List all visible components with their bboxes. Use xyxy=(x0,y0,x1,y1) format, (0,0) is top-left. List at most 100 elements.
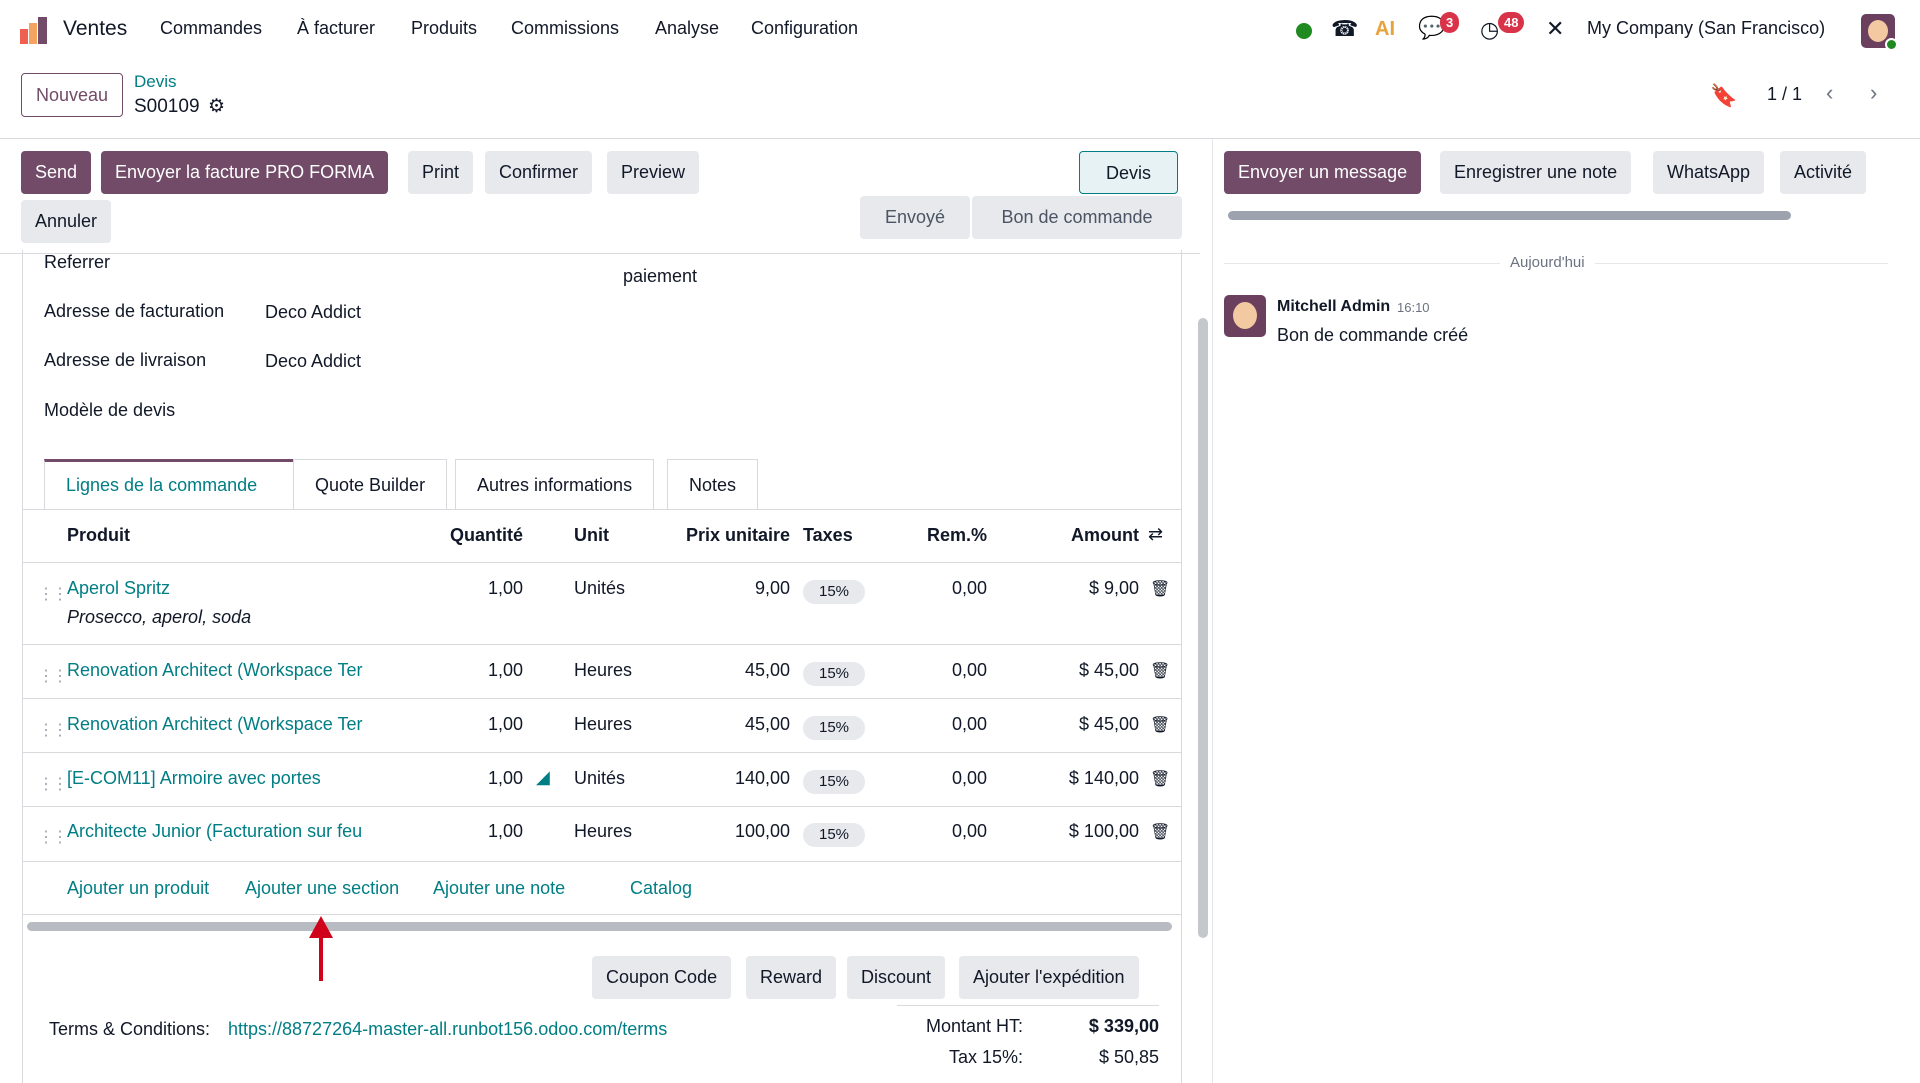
line-price[interactable]: 140,00 xyxy=(734,768,790,788)
preview-button[interactable]: Preview xyxy=(607,151,700,194)
drag-handle-icon[interactable]: ⋮⋮ xyxy=(38,777,68,793)
menu-analyse[interactable]: Analyse xyxy=(655,18,720,38)
gear-icon[interactable]: ⚙ xyxy=(208,96,226,117)
reward-button[interactable]: Reward xyxy=(746,956,837,999)
tax-badge[interactable]: 15% xyxy=(803,823,865,847)
author-avatar[interactable] xyxy=(1224,295,1266,337)
line-unit[interactable]: Unités xyxy=(574,578,626,598)
bookmark-icon[interactable]: 🔖 xyxy=(1710,83,1738,108)
add-shipping-button[interactable]: Ajouter l'expédition xyxy=(959,956,1139,999)
discount-button[interactable]: Discount xyxy=(847,956,946,999)
coupon-code-button[interactable]: Coupon Code xyxy=(592,956,732,999)
column-settings-icon[interactable]: ⇄ xyxy=(1148,524,1164,544)
menu-configuration[interactable]: Configuration xyxy=(751,18,859,38)
line-quantity[interactable]: 1,00 xyxy=(487,660,523,680)
status-devis[interactable]: Devis xyxy=(1079,151,1178,194)
new-button[interactable]: Nouveau xyxy=(21,73,124,117)
col-unit[interactable]: Unit xyxy=(574,525,609,545)
tab-notes[interactable]: Notes xyxy=(667,459,759,510)
line-unit[interactable]: Heures xyxy=(574,821,633,841)
confirm-button[interactable]: Confirmer xyxy=(485,151,593,194)
col-discount[interactable]: Rem.% xyxy=(926,525,987,545)
log-note-button[interactable]: Enregistrer une note xyxy=(1440,151,1632,194)
status-envoye[interactable]: Envoyé xyxy=(860,196,970,239)
add-product-link[interactable]: Ajouter un produit xyxy=(67,878,210,898)
line-discount[interactable]: 0,00 xyxy=(951,578,987,598)
send-button[interactable]: Send xyxy=(21,151,92,194)
print-button[interactable]: Print xyxy=(408,151,474,194)
drag-handle-icon[interactable]: ⋮⋮ xyxy=(38,723,68,739)
add-section-link[interactable]: Ajouter une section xyxy=(245,878,400,898)
line-discount[interactable]: 0,00 xyxy=(951,768,987,788)
status-bon-de-commande[interactable]: Bon de commande xyxy=(972,196,1182,239)
drag-handle-icon[interactable]: ⋮⋮ xyxy=(38,830,68,846)
chevron-left-icon[interactable]: ‹ xyxy=(1826,80,1834,105)
tax-badge[interactable]: 15% xyxy=(803,716,865,740)
message-author[interactable]: Mitchell Admin xyxy=(1277,298,1391,315)
tax-badge[interactable]: 15% xyxy=(803,580,865,604)
line-product[interactable]: Aperol Spritz xyxy=(67,578,171,598)
trash-icon[interactable]: 🗑 xyxy=(1150,581,1171,598)
field-invoice-address[interactable]: Deco Addict xyxy=(265,302,362,322)
menu-commandes[interactable]: Commandes xyxy=(160,18,263,38)
horizontal-scrollbar[interactable] xyxy=(27,922,1172,931)
line-quantity[interactable]: 1,00 xyxy=(487,714,523,734)
tab-quote-builder[interactable]: Quote Builder xyxy=(293,459,448,510)
app-name[interactable]: Ventes xyxy=(63,17,128,40)
company-switcher[interactable]: My Company (San Francisco) xyxy=(1587,18,1826,38)
add-note-link[interactable]: Ajouter une note xyxy=(433,878,566,898)
chatter-scrollbar[interactable] xyxy=(1228,211,1791,220)
chevron-right-icon[interactable]: › xyxy=(1870,80,1878,105)
line-price[interactable]: 9,00 xyxy=(754,578,790,598)
col-product[interactable]: Produit xyxy=(67,525,130,545)
activity-button[interactable]: Activité xyxy=(1780,151,1867,194)
line-discount[interactable]: 0,00 xyxy=(951,821,987,841)
line-product[interactable]: [E-COM11] Armoire avec portes xyxy=(67,768,321,788)
forecast-chart-icon[interactable]: ◢ xyxy=(536,767,550,787)
tools-icon[interactable]: ✕ xyxy=(1546,16,1565,41)
app-logo-icon[interactable] xyxy=(20,17,50,44)
line-product[interactable]: Renovation Architect (Workspace Ter xyxy=(67,660,363,680)
line-price[interactable]: 45,00 xyxy=(744,714,790,734)
col-unit-price[interactable]: Prix unitaire xyxy=(685,525,790,545)
line-price[interactable]: 45,00 xyxy=(744,660,790,680)
phone-icon[interactable]: ☎ xyxy=(1331,16,1359,41)
tab-other-info[interactable]: Autres informations xyxy=(455,459,655,510)
line-quantity[interactable]: 1,00 xyxy=(487,768,523,788)
trash-icon[interactable]: 🗑 xyxy=(1150,663,1171,680)
trash-icon[interactable]: 🗑 xyxy=(1150,717,1171,734)
proforma-button[interactable]: Envoyer la facture PRO FORMA xyxy=(101,151,389,194)
col-taxes[interactable]: Taxes xyxy=(803,525,853,545)
line-description[interactable]: Prosecco, aperol, soda xyxy=(67,607,252,627)
field-shipping-address[interactable]: Deco Addict xyxy=(265,351,362,371)
line-discount[interactable]: 0,00 xyxy=(951,714,987,734)
tab-order-lines[interactable]: Lignes de la commande xyxy=(44,459,294,510)
send-message-button[interactable]: Envoyer un message xyxy=(1224,151,1422,194)
col-quantity[interactable]: Quantité xyxy=(449,525,523,545)
tax-badge[interactable]: 15% xyxy=(803,770,865,794)
menu-produits[interactable]: Produits xyxy=(411,18,478,38)
whatsapp-button[interactable]: WhatsApp xyxy=(1653,151,1765,194)
line-unit[interactable]: Heures xyxy=(574,660,633,680)
trash-icon[interactable]: 🗑 xyxy=(1150,771,1171,788)
line-unit[interactable]: Heures xyxy=(574,714,633,734)
cancel-button[interactable]: Annuler xyxy=(21,200,112,243)
line-quantity[interactable]: 1,00 xyxy=(487,821,523,841)
col-amount[interactable]: Amount xyxy=(1071,525,1139,545)
catalog-link[interactable]: Catalog xyxy=(630,878,693,898)
line-product[interactable]: Architecte Junior (Facturation sur feu xyxy=(67,821,363,841)
line-discount[interactable]: 0,00 xyxy=(951,660,987,680)
terms-link[interactable]: https://88727264-master-all.runbot156.od… xyxy=(228,1019,668,1039)
drag-handle-icon[interactable]: ⋮⋮ xyxy=(38,669,68,685)
drag-handle-icon[interactable]: ⋮⋮ xyxy=(38,587,68,603)
breadcrumb-devis[interactable]: Devis xyxy=(134,72,177,91)
activity-clock-icon[interactable]: ◷ xyxy=(1480,17,1500,42)
user-avatar[interactable] xyxy=(1861,14,1898,51)
line-quantity[interactable]: 1,00 xyxy=(487,578,523,598)
menu-commissions[interactable]: Commissions xyxy=(511,18,620,38)
vertical-scrollbar[interactable] xyxy=(1198,318,1208,938)
ai-icon[interactable]: AI xyxy=(1375,18,1395,40)
pager-value[interactable]: 1 / 1 xyxy=(1767,84,1803,104)
line-price[interactable]: 100,00 xyxy=(734,821,790,841)
line-unit[interactable]: Unités xyxy=(574,768,626,788)
